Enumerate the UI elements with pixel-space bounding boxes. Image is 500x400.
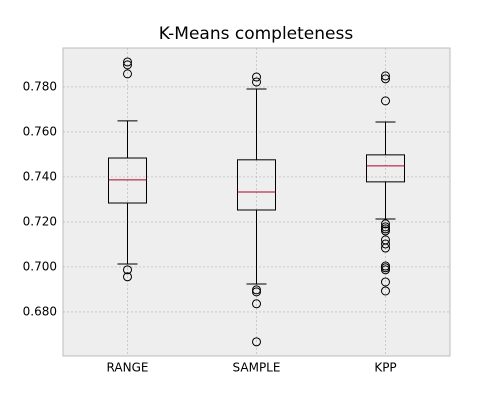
flier (381, 74, 390, 84)
box (366, 154, 405, 183)
flier (381, 219, 390, 229)
flier (123, 265, 132, 275)
flier (381, 226, 390, 236)
flier (381, 265, 390, 275)
box (237, 159, 276, 211)
flier (252, 72, 261, 82)
flier (381, 243, 390, 253)
flier (123, 272, 132, 282)
flier (381, 71, 390, 81)
flier (123, 57, 132, 67)
flier (252, 337, 261, 347)
x-tick-label: KPP (374, 361, 396, 375)
y-tick-label: 0.760 (23, 124, 57, 138)
box (108, 157, 147, 204)
flier (252, 287, 261, 297)
y-tick-label: 0.700 (23, 259, 57, 273)
y-tick-label: 0.780 (23, 79, 57, 93)
flier (123, 69, 132, 79)
flier (123, 60, 132, 70)
y-tick-label: 0.720 (23, 214, 57, 228)
y-tick-label: 0.740 (23, 169, 57, 183)
chart-title: K-Means completeness (159, 24, 354, 44)
flier (381, 96, 390, 106)
x-tick-label: RANGE (107, 361, 149, 375)
flier (381, 277, 390, 287)
flier (381, 286, 390, 296)
flier (252, 299, 261, 309)
x-tick-label: SAMPLE (233, 361, 281, 375)
y-tick-label: 0.680 (23, 304, 57, 318)
flier (252, 77, 261, 87)
flier (381, 239, 390, 249)
